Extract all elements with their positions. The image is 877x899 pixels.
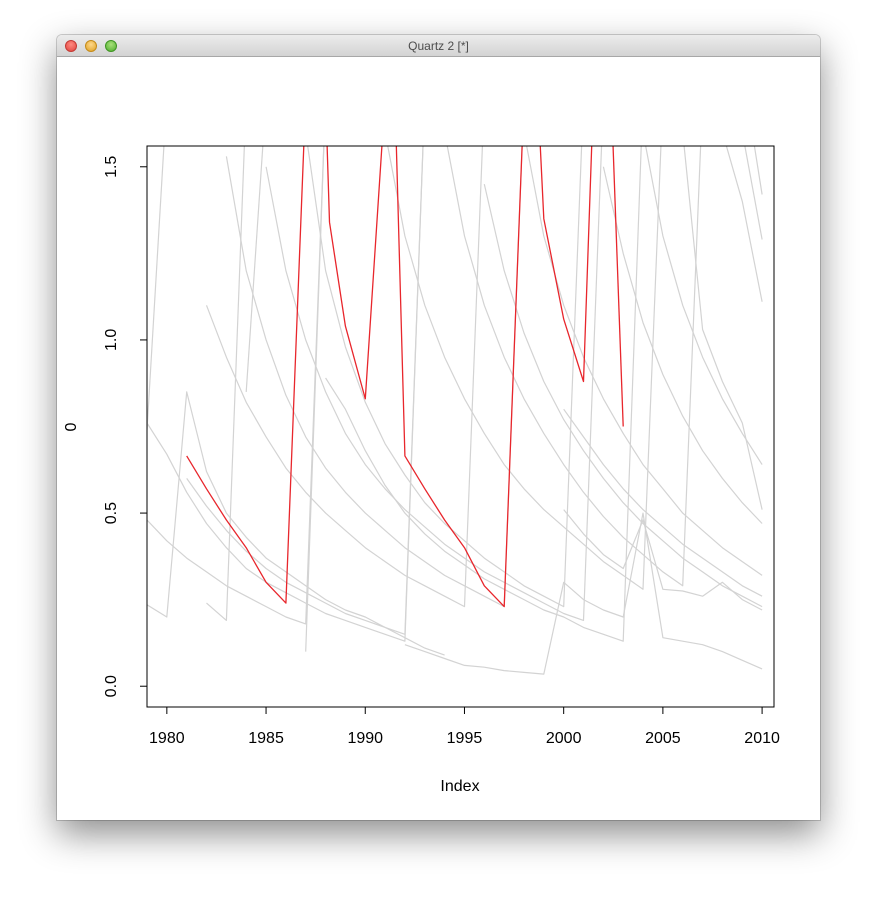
x-tick-label-5: 2005 bbox=[645, 730, 681, 747]
series-line-14 bbox=[404, 512, 763, 675]
x-tick-label-1: 1985 bbox=[248, 730, 284, 747]
window-title: Quartz 2 [*] bbox=[408, 39, 469, 53]
window-titlebar[interactable]: Quartz 2 [*] bbox=[57, 35, 820, 57]
series-line-23 bbox=[725, 146, 763, 302]
series-line-0 bbox=[147, 146, 325, 625]
x-tick-label-4: 2000 bbox=[546, 730, 582, 747]
series-line-12 bbox=[325, 146, 642, 642]
series-line-13 bbox=[387, 146, 662, 590]
highlight-series-line-28 bbox=[395, 146, 523, 608]
series-line-10 bbox=[305, 146, 325, 652]
series-line-11 bbox=[307, 146, 583, 608]
series-line-15 bbox=[446, 146, 702, 587]
minimize-button[interactable] bbox=[85, 40, 97, 52]
series-line-1 bbox=[147, 391, 445, 656]
series-line-7 bbox=[225, 146, 523, 608]
series-line-6 bbox=[206, 146, 245, 622]
series-layer bbox=[147, 146, 763, 675]
x-axis: 1980 1985 1990 1995 2000 2005 2010 bbox=[149, 706, 780, 747]
x-tick-label-2: 1990 bbox=[347, 730, 383, 747]
line-chart: 1980 1985 1990 1995 2000 2005 2010 0.0 0.5 1.0 1.… bbox=[63, 145, 780, 795]
x-tick-label-0: 1980 bbox=[149, 730, 185, 747]
y-tick-label-1: 0.5 bbox=[103, 502, 120, 524]
series-line-5 bbox=[205, 146, 484, 608]
x-axis-label: Index bbox=[440, 778, 479, 795]
y-tick-label-0: 0.0 bbox=[103, 675, 120, 697]
y-tick-label-3: 1.5 bbox=[103, 156, 120, 178]
series-line-22 bbox=[683, 146, 763, 510]
series-line-19 bbox=[563, 509, 763, 611]
highlight-series-line-27 bbox=[326, 146, 383, 400]
close-button[interactable] bbox=[65, 40, 77, 52]
series-line-16 bbox=[483, 183, 763, 608]
quartz-window: Quartz 2 [*] 1980 1985 1990 1995 2000 2005 201… bbox=[57, 35, 820, 820]
series-line-9 bbox=[265, 146, 603, 622]
x-tick-label-3: 1995 bbox=[447, 730, 483, 747]
y-axis: 0.0 0.5 1.0 1.5 bbox=[103, 156, 148, 697]
series-line-8 bbox=[245, 146, 264, 392]
y-tick-label-2: 1.0 bbox=[103, 329, 120, 351]
series-line-25 bbox=[753, 146, 763, 195]
series-line-2 bbox=[147, 146, 165, 431]
series-line-21 bbox=[645, 146, 763, 465]
series-line-17 bbox=[526, 146, 763, 576]
series-line-18 bbox=[563, 408, 763, 597]
series-line-24 bbox=[744, 146, 763, 240]
highlight-series-line-30 bbox=[612, 146, 624, 427]
series-line-4 bbox=[186, 146, 424, 635]
highlight-series-line-29 bbox=[539, 146, 593, 383]
zoom-button[interactable] bbox=[105, 40, 117, 52]
series-line-20 bbox=[602, 166, 763, 524]
x-tick-label-6: 2010 bbox=[744, 730, 780, 747]
highlight-series-line-26 bbox=[186, 146, 305, 604]
y-axis-label: 0 bbox=[63, 422, 80, 431]
